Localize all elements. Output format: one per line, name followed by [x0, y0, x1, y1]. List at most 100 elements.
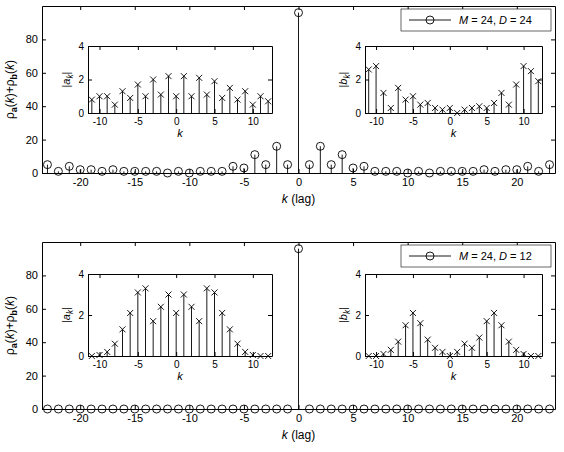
- tick: [268, 274, 272, 275]
- tick-mark: [42, 376, 46, 377]
- tick: [524, 46, 525, 50]
- stems: [92, 76, 268, 113]
- tick-mark: [551, 39, 555, 40]
- x-axis-title: k (lag): [282, 428, 315, 442]
- tick-label: 2: [78, 74, 84, 85]
- tick-mark: [189, 169, 190, 173]
- stem-marker: [528, 68, 534, 74]
- y-axis: 0 2 4: [78, 41, 92, 119]
- stem-marker: [97, 352, 103, 358]
- stem-marker: [262, 161, 270, 169]
- tick: [376, 46, 377, 50]
- tick-label: 4: [78, 41, 84, 52]
- tick: [376, 274, 377, 278]
- tick: -5: [409, 109, 418, 127]
- x-axis-line: [366, 356, 543, 357]
- stem: [494, 103, 495, 113]
- tick-label: 40: [26, 336, 38, 348]
- tick-mark: [42, 173, 46, 174]
- stem-marker: [524, 162, 532, 170]
- tick: [80, 6, 81, 10]
- tick: [450, 46, 451, 50]
- tick-label: -10: [369, 359, 384, 370]
- stem: [420, 105, 421, 113]
- tick-mark: [42, 106, 46, 107]
- stem: [107, 96, 108, 113]
- tick-mark: [487, 352, 488, 356]
- tick-mark: [551, 106, 555, 107]
- stem: [396, 171, 397, 173]
- stem: [412, 313, 413, 356]
- y-axis-right: [538, 275, 543, 357]
- tick: -5: [134, 109, 143, 127]
- tick: -5: [240, 405, 250, 424]
- stem-marker: [212, 289, 218, 295]
- stem: [122, 329, 123, 356]
- inset-axes: -10-50510024k|ak|: [60, 41, 273, 139]
- x-axis-line: [89, 113, 273, 114]
- stem: [153, 321, 154, 356]
- stem: [222, 171, 223, 173]
- tick: 5: [212, 352, 218, 370]
- tick: [100, 46, 101, 50]
- stem: [130, 98, 131, 113]
- tick: 4: [355, 269, 369, 280]
- tick-mark: [268, 315, 272, 316]
- tick-mark: [551, 376, 555, 377]
- tick-mark: [42, 309, 46, 310]
- tick: -15: [127, 169, 143, 188]
- stem-marker: [469, 105, 475, 111]
- inset-axes: -10-50510024k|bk|: [337, 269, 543, 382]
- tick-label: 0: [296, 412, 302, 424]
- stem-marker: [127, 310, 133, 316]
- stems: [369, 313, 539, 356]
- stem: [176, 96, 177, 113]
- tick: 20: [26, 370, 46, 382]
- tick-mark: [138, 274, 139, 278]
- stem: [412, 96, 413, 113]
- tick-label: 10: [248, 359, 260, 370]
- x-axis-title: k: [451, 370, 457, 382]
- x-axis-top: [366, 274, 543, 278]
- stem-marker: [76, 166, 84, 174]
- tick: [268, 80, 272, 81]
- tick-mark: [80, 169, 81, 173]
- tick-mark: [176, 352, 177, 356]
- tick-label: 80: [26, 33, 38, 45]
- tick: 80: [26, 33, 46, 45]
- stem: [206, 95, 207, 113]
- y-axis-right-line: [555, 243, 556, 410]
- stem-marker: [166, 292, 172, 298]
- tick-label: 0: [448, 116, 454, 127]
- stem-marker: [166, 73, 172, 79]
- stem-marker: [366, 66, 372, 72]
- stem-marker: [173, 310, 179, 316]
- stem-marker: [513, 166, 521, 174]
- tick: 10: [519, 109, 531, 127]
- stem: [427, 103, 428, 113]
- tick: [551, 376, 555, 377]
- tick-mark: [88, 274, 92, 275]
- x-axis-line: [43, 173, 556, 174]
- stem-marker: [174, 167, 182, 175]
- stem-marker: [284, 161, 292, 169]
- stem: [405, 100, 406, 113]
- stem: [523, 66, 524, 113]
- stem: [464, 344, 465, 356]
- tick-mark: [365, 46, 369, 47]
- stem-marker: [439, 349, 445, 355]
- y-axis-right-line: [542, 47, 543, 114]
- tick: 0: [78, 108, 92, 119]
- stem-marker: [415, 167, 423, 175]
- stem-marker: [498, 90, 504, 96]
- stem: [451, 171, 452, 173]
- tick-mark: [189, 6, 190, 10]
- tick-label: 80: [26, 269, 38, 281]
- tick-label: 60: [26, 67, 38, 79]
- stem-marker: [207, 167, 215, 175]
- tick-mark: [299, 242, 300, 246]
- stem-marker: [98, 167, 106, 175]
- tick-mark: [462, 405, 463, 409]
- tick-label: 0: [78, 351, 84, 362]
- tick-mark: [244, 169, 245, 173]
